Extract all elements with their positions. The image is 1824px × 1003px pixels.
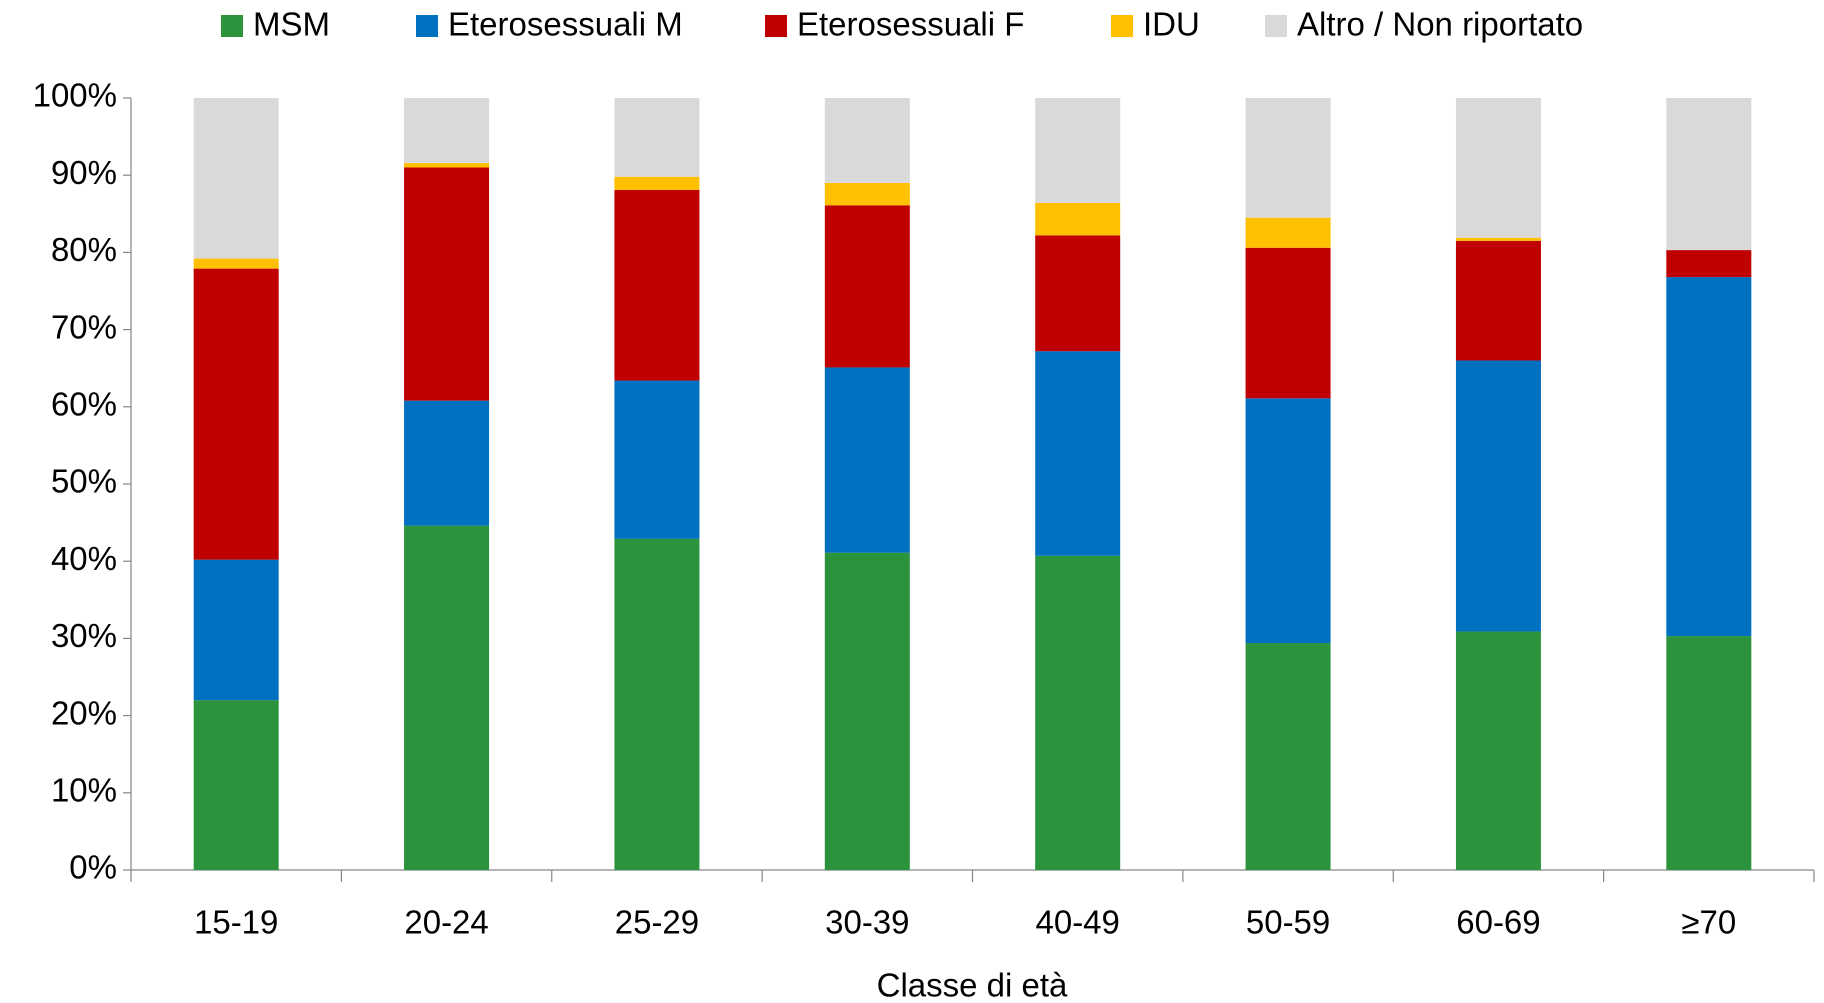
y-tick-label: 80% <box>51 231 117 268</box>
bar-segment <box>404 525 490 870</box>
legend-swatch <box>765 15 787 37</box>
bar-segment <box>404 167 490 401</box>
bar-segment <box>614 176 700 190</box>
x-tick-label: 40-49 <box>1035 904 1119 941</box>
bar-segment <box>404 162 490 168</box>
bar-segment <box>1666 277 1752 637</box>
legend-swatch <box>221 15 243 37</box>
bar-segment <box>824 367 910 553</box>
bar-segment <box>193 700 279 870</box>
bar-segment <box>1455 240 1541 361</box>
y-tick-label: 60% <box>51 386 117 423</box>
bar-segment <box>1035 202 1121 236</box>
x-tick-label: 20-24 <box>404 904 488 941</box>
x-tick-label: 25-29 <box>615 904 699 941</box>
bar-segment <box>1035 98 1121 203</box>
x-tick-label: 50-59 <box>1246 904 1330 941</box>
bar-segment <box>404 98 490 163</box>
bar-segment <box>614 380 700 539</box>
y-tick-label: 0% <box>69 849 117 886</box>
bar-segment <box>1666 250 1752 278</box>
bar-segment <box>404 400 490 526</box>
x-tick-label: 15-19 <box>194 904 278 941</box>
y-tick-label: 40% <box>51 540 117 577</box>
bar-segment <box>1455 98 1541 238</box>
bar-segment <box>1245 398 1331 644</box>
bar-segment <box>1455 631 1541 870</box>
bar-segment <box>1455 360 1541 632</box>
bar-segment <box>1666 636 1752 870</box>
bar-segment <box>1666 98 1752 251</box>
y-tick-label: 10% <box>51 772 117 809</box>
bar-segment <box>824 552 910 870</box>
bar-segment <box>614 189 700 381</box>
legend-label: Altro / Non riportato <box>1297 6 1583 43</box>
bar-segment <box>824 182 910 206</box>
legend-swatch <box>1111 15 1133 37</box>
legend-swatch <box>1265 15 1287 37</box>
x-tick-label: ≥70 <box>1681 904 1736 941</box>
legend-swatch <box>416 15 438 37</box>
bar-segment <box>824 98 910 183</box>
bar-segment <box>1035 555 1121 870</box>
bar-segment <box>1035 351 1121 556</box>
bar-segment <box>193 268 279 560</box>
bar-segment <box>1245 247 1331 399</box>
y-tick-label: 50% <box>51 463 117 500</box>
legend-label: IDU <box>1143 6 1200 43</box>
bar-segment <box>1245 217 1331 248</box>
y-tick-label: 100% <box>33 77 117 114</box>
y-tick-label: 20% <box>51 694 117 731</box>
y-tick-label: 30% <box>51 617 117 654</box>
bar-segment <box>614 98 700 177</box>
bar-segment <box>193 258 279 269</box>
legend-label: Eterosessuali F <box>797 6 1024 43</box>
y-tick-label: 90% <box>51 154 117 191</box>
x-tick-label: 60-69 <box>1456 904 1540 941</box>
y-tick-label: 70% <box>51 308 117 345</box>
bar-segment <box>193 98 279 259</box>
bar-segment <box>1035 235 1121 352</box>
bar-segment <box>193 559 279 701</box>
bar-segment <box>614 538 700 870</box>
bar-segment <box>1455 237 1541 241</box>
bar-segment <box>824 205 910 368</box>
x-tick-label: 30-39 <box>825 904 909 941</box>
bar-segment <box>1245 98 1331 218</box>
legend-label: MSM <box>253 6 330 43</box>
bar-segment <box>1245 643 1331 870</box>
legend-label: Eterosessuali M <box>448 6 683 43</box>
x-axis-title: Classe di età <box>877 967 1068 1003</box>
